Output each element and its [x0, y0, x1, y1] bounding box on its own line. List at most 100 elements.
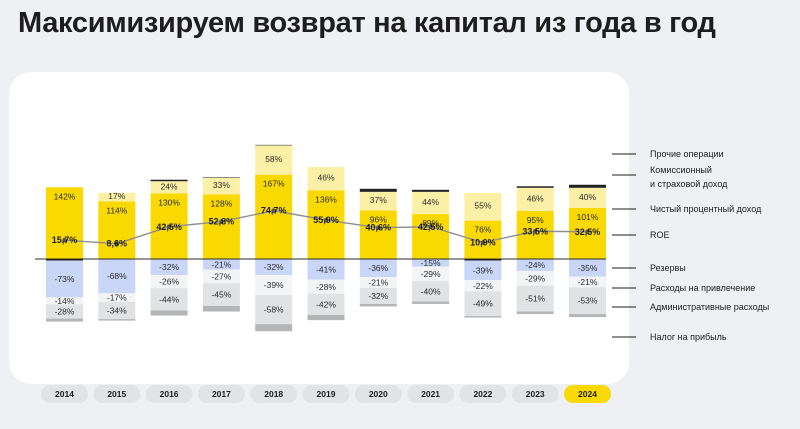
bar-label-nii: 114% — [106, 205, 128, 215]
bar-label-admin: -45% — [211, 290, 231, 300]
bar-admin — [255, 294, 293, 325]
year-label: 2024 — [578, 389, 597, 399]
legend-label-roe: ROE — [650, 230, 670, 240]
bar-label-admin: -49% — [473, 299, 493, 309]
bar-label-fee: 33% — [213, 180, 230, 190]
bar-fee — [464, 192, 502, 221]
legend-label-other: Прочие операции — [650, 149, 724, 159]
bar-admin — [46, 304, 83, 319]
year-label: 2016 — [160, 389, 179, 399]
legend-label-admin: Административные расходы — [650, 302, 769, 312]
bar-reserves — [359, 259, 397, 278]
bar-funding — [569, 276, 606, 288]
year-pill — [41, 385, 88, 403]
bar-nii — [98, 201, 136, 259]
year-label: 2017 — [212, 389, 231, 399]
bar-label-funding: -28% — [316, 282, 336, 292]
bar-reserves — [202, 259, 240, 270]
bar-admin — [464, 291, 502, 317]
bar-label-nii: 136% — [315, 194, 337, 204]
bar-label-reserves: -39% — [473, 265, 493, 275]
bar-funding — [516, 271, 554, 286]
bar-funding — [359, 277, 397, 288]
year-label: 2021 — [421, 389, 440, 399]
bar-nii — [255, 174, 293, 259]
year-label: 2022 — [473, 389, 492, 399]
year-label: 2014 — [55, 389, 74, 399]
bar-label-funding: -21% — [368, 277, 388, 287]
bar-other — [46, 259, 83, 261]
bar-label-nii: 89% — [422, 218, 439, 228]
bar-label-fee: 46% — [527, 193, 544, 203]
roe-point — [114, 241, 120, 246]
bar-admin — [98, 301, 136, 320]
bar-tax — [150, 310, 188, 316]
bar-label-nii: 167% — [263, 179, 285, 189]
bar-label-funding: -22% — [473, 281, 493, 291]
bar-label-reserves: -32% — [264, 262, 284, 272]
bar-other — [569, 184, 606, 188]
bar-label-funding: -21% — [578, 277, 598, 287]
bar-label-fee: 44% — [422, 197, 439, 207]
year-pill — [197, 385, 245, 403]
bar-label-admin: -42% — [316, 299, 336, 309]
bar-tax — [46, 318, 83, 322]
bar-nii — [46, 187, 83, 259]
bar-tax — [569, 314, 606, 318]
bar-label-nii: 95% — [527, 215, 544, 225]
bar-label-reserves: -73% — [55, 274, 75, 284]
bar-nii — [307, 190, 345, 259]
legend-label-nii: Чистый процентный доход — [650, 204, 762, 214]
bar-fee — [150, 181, 188, 194]
bar-label-admin: -44% — [159, 294, 179, 304]
bar-tax — [255, 324, 293, 332]
year-label: 2015 — [107, 389, 126, 399]
bar-label-fee: 17% — [108, 191, 125, 201]
bar-label-fee: 24% — [161, 181, 178, 191]
bar-label-funding: -17% — [107, 293, 127, 303]
bar-label-admin: -34% — [107, 306, 127, 316]
bar-fee — [307, 167, 345, 191]
bar-reserves — [255, 259, 293, 276]
bar-tax — [412, 301, 450, 304]
bar-fee — [569, 187, 606, 208]
bar-tax — [359, 303, 397, 307]
bar-fee — [255, 145, 293, 175]
bar-nii — [516, 211, 554, 259]
bar-tax — [202, 305, 240, 312]
roe-point — [166, 224, 172, 230]
roe-label: 42,5% — [418, 222, 444, 232]
bar-label-fee: 40% — [579, 192, 596, 202]
bar-label-nii: 101% — [577, 212, 599, 222]
bar-funding — [46, 297, 83, 305]
bar-other — [516, 186, 554, 188]
bar-label-admin: -32% — [368, 291, 388, 301]
roe-label: 33,5% — [522, 226, 548, 236]
year-pill — [250, 385, 298, 403]
bar-admin — [202, 283, 240, 306]
bar-label-funding: -26% — [159, 277, 179, 287]
legend-label-fee: Комиссионный — [650, 165, 712, 175]
bar-admin — [307, 293, 345, 316]
bar-other — [464, 259, 502, 261]
bar-nii — [359, 210, 397, 259]
bar-tax — [464, 316, 502, 318]
bar-fee — [412, 191, 450, 215]
roe-point — [428, 224, 433, 230]
bar-fee — [98, 192, 136, 202]
bar-funding — [255, 275, 293, 295]
bar-label-funding: -14% — [55, 296, 75, 306]
year-pill — [145, 385, 193, 403]
roe-label: 55,9% — [313, 215, 339, 225]
bar-reserves — [516, 259, 554, 272]
legend-label-fee: и страховой доход — [650, 179, 728, 189]
bar-label-fee: 37% — [370, 195, 387, 205]
bar-tax — [98, 319, 136, 321]
bar-label-reserves: -36% — [368, 263, 388, 273]
bar-reserves — [569, 259, 606, 277]
roe-point — [532, 228, 538, 234]
bar-label-reserves: -41% — [316, 264, 336, 274]
bar-label-reserves: -35% — [578, 263, 598, 273]
bar-label-funding: -39% — [264, 280, 284, 290]
bar-label-nii: 142% — [54, 191, 76, 201]
